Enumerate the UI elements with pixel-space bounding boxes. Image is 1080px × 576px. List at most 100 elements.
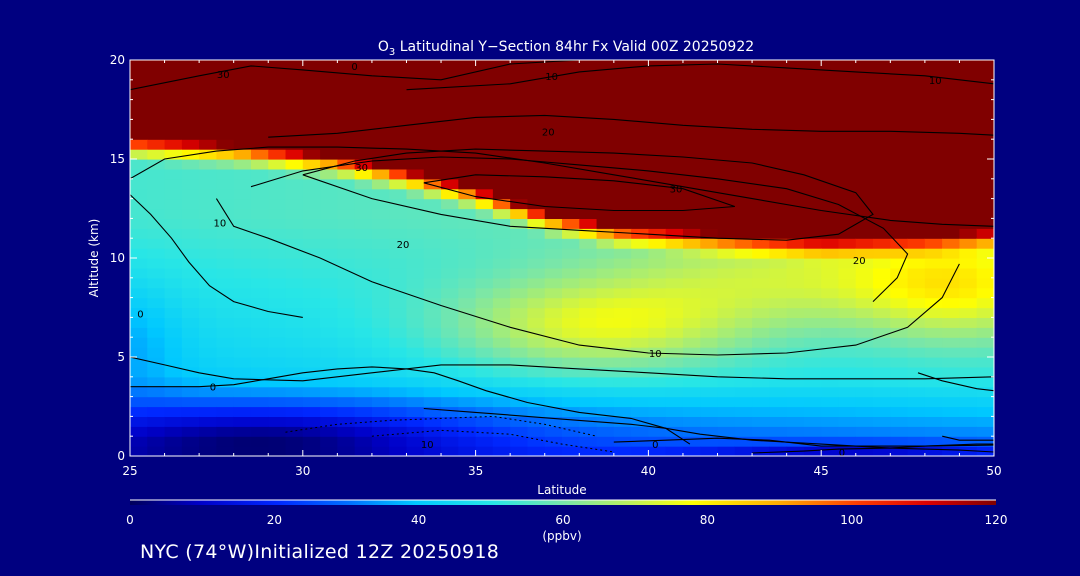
heatmap-cell bbox=[492, 386, 511, 398]
heatmap-cell bbox=[544, 426, 563, 437]
heatmap-cell bbox=[475, 317, 494, 328]
heatmap-cell bbox=[890, 436, 909, 447]
heatmap-cell bbox=[631, 129, 649, 140]
heatmap-cell bbox=[717, 376, 736, 388]
heatmap-cell bbox=[579, 366, 598, 378]
heatmap-cell bbox=[406, 416, 425, 427]
heatmap-cell bbox=[769, 188, 788, 200]
heatmap-cell bbox=[285, 376, 304, 388]
heatmap-cell bbox=[181, 396, 200, 408]
heatmap-cell bbox=[769, 79, 788, 91]
heatmap-cell bbox=[199, 60, 217, 71]
heatmap-cell bbox=[976, 248, 994, 259]
heatmap-cell bbox=[769, 386, 788, 398]
heatmap-cell bbox=[579, 79, 598, 91]
heatmap-cell bbox=[320, 406, 338, 417]
heatmap-cell bbox=[302, 159, 321, 170]
heatmap-cell bbox=[959, 149, 978, 160]
heatmap-cell bbox=[164, 357, 183, 368]
heatmap-cell bbox=[544, 238, 563, 249]
heatmap-cell bbox=[786, 129, 805, 140]
heatmap-cell bbox=[147, 258, 166, 269]
heatmap-cell bbox=[838, 188, 857, 200]
heatmap-cell bbox=[665, 198, 684, 210]
heatmap-cell bbox=[976, 79, 994, 91]
heatmap-cell bbox=[959, 208, 978, 219]
heatmap-cell bbox=[147, 287, 166, 299]
heatmap-cell bbox=[250, 149, 269, 160]
heatmap-cell bbox=[423, 218, 442, 229]
heatmap-cell bbox=[544, 436, 563, 447]
heatmap-cell bbox=[147, 386, 166, 398]
heatmap-cell bbox=[803, 426, 822, 437]
heatmap-cell bbox=[302, 357, 321, 368]
heatmap-cell bbox=[406, 297, 425, 309]
heatmap-cell bbox=[976, 357, 994, 368]
heatmap-cell bbox=[475, 248, 494, 259]
heatmap-cell bbox=[821, 347, 840, 358]
heatmap-cell bbox=[786, 406, 805, 417]
heatmap-cell bbox=[423, 337, 442, 348]
heatmap-cell bbox=[302, 327, 321, 338]
heatmap-cell bbox=[596, 406, 615, 417]
heatmap-cell bbox=[838, 119, 857, 130]
heatmap-cell bbox=[821, 416, 840, 427]
heatmap-cell bbox=[544, 208, 563, 219]
heatmap-cell bbox=[907, 446, 926, 456]
heatmap-cell bbox=[700, 79, 719, 91]
heatmap-cell bbox=[665, 69, 684, 81]
heatmap-cell bbox=[441, 406, 459, 417]
heatmap-cell bbox=[613, 366, 632, 378]
heatmap-cell bbox=[855, 258, 874, 269]
heatmap-cell bbox=[268, 159, 287, 170]
heatmap-cell bbox=[665, 277, 684, 289]
contour-line bbox=[130, 366, 691, 445]
contour-label: 10 bbox=[649, 349, 662, 360]
heatmap-cell bbox=[544, 79, 563, 91]
heatmap-cell bbox=[821, 406, 840, 417]
heatmap-cell bbox=[613, 287, 632, 299]
heatmap-cell bbox=[389, 307, 408, 318]
heatmap-cell bbox=[562, 396, 580, 408]
heatmap-cell bbox=[544, 277, 563, 289]
heatmap-cell bbox=[562, 366, 580, 378]
heatmap-cell bbox=[371, 139, 390, 150]
heatmap-cell bbox=[527, 208, 546, 219]
heatmap-cell bbox=[285, 307, 304, 318]
heatmap-cell bbox=[337, 357, 356, 368]
heatmap-cell bbox=[233, 317, 252, 328]
heatmap-cell bbox=[389, 436, 408, 447]
heatmap-cell bbox=[423, 386, 442, 398]
heatmap-cell bbox=[838, 60, 857, 71]
heatmap-cell bbox=[873, 238, 891, 249]
heatmap-cell bbox=[924, 149, 943, 160]
heatmap-cell bbox=[406, 436, 425, 447]
heatmap-cell bbox=[441, 168, 459, 180]
heatmap-cell bbox=[371, 89, 390, 101]
heatmap-cell bbox=[250, 426, 269, 437]
heatmap-cell bbox=[838, 178, 857, 190]
heatmap-cell bbox=[682, 79, 701, 91]
heatmap-cell bbox=[147, 139, 166, 150]
heatmap-cell bbox=[492, 168, 511, 180]
heatmap-cell bbox=[406, 79, 425, 91]
heatmap-cell bbox=[682, 426, 701, 437]
heatmap-cell bbox=[181, 347, 200, 358]
heatmap-cell bbox=[371, 416, 390, 427]
heatmap-cell bbox=[268, 406, 287, 417]
heatmap-cell bbox=[285, 277, 304, 289]
heatmap-cell bbox=[907, 188, 926, 200]
heatmap-cell bbox=[682, 69, 701, 81]
heatmap-cell bbox=[855, 218, 874, 229]
heatmap-cell bbox=[250, 297, 269, 309]
heatmap-cell bbox=[285, 89, 304, 101]
heatmap-cell bbox=[320, 139, 338, 150]
heatmap-cell bbox=[527, 228, 546, 239]
heatmap-cell bbox=[769, 446, 788, 456]
title-rest: Latitudinal Y−Section 84hr Fx Valid 00Z … bbox=[395, 39, 754, 55]
heatmap-cell bbox=[337, 228, 356, 239]
heatmap-cell bbox=[959, 99, 978, 111]
heatmap-cell bbox=[320, 159, 338, 170]
heatmap-cell bbox=[130, 178, 148, 190]
heatmap-cell bbox=[700, 277, 719, 289]
